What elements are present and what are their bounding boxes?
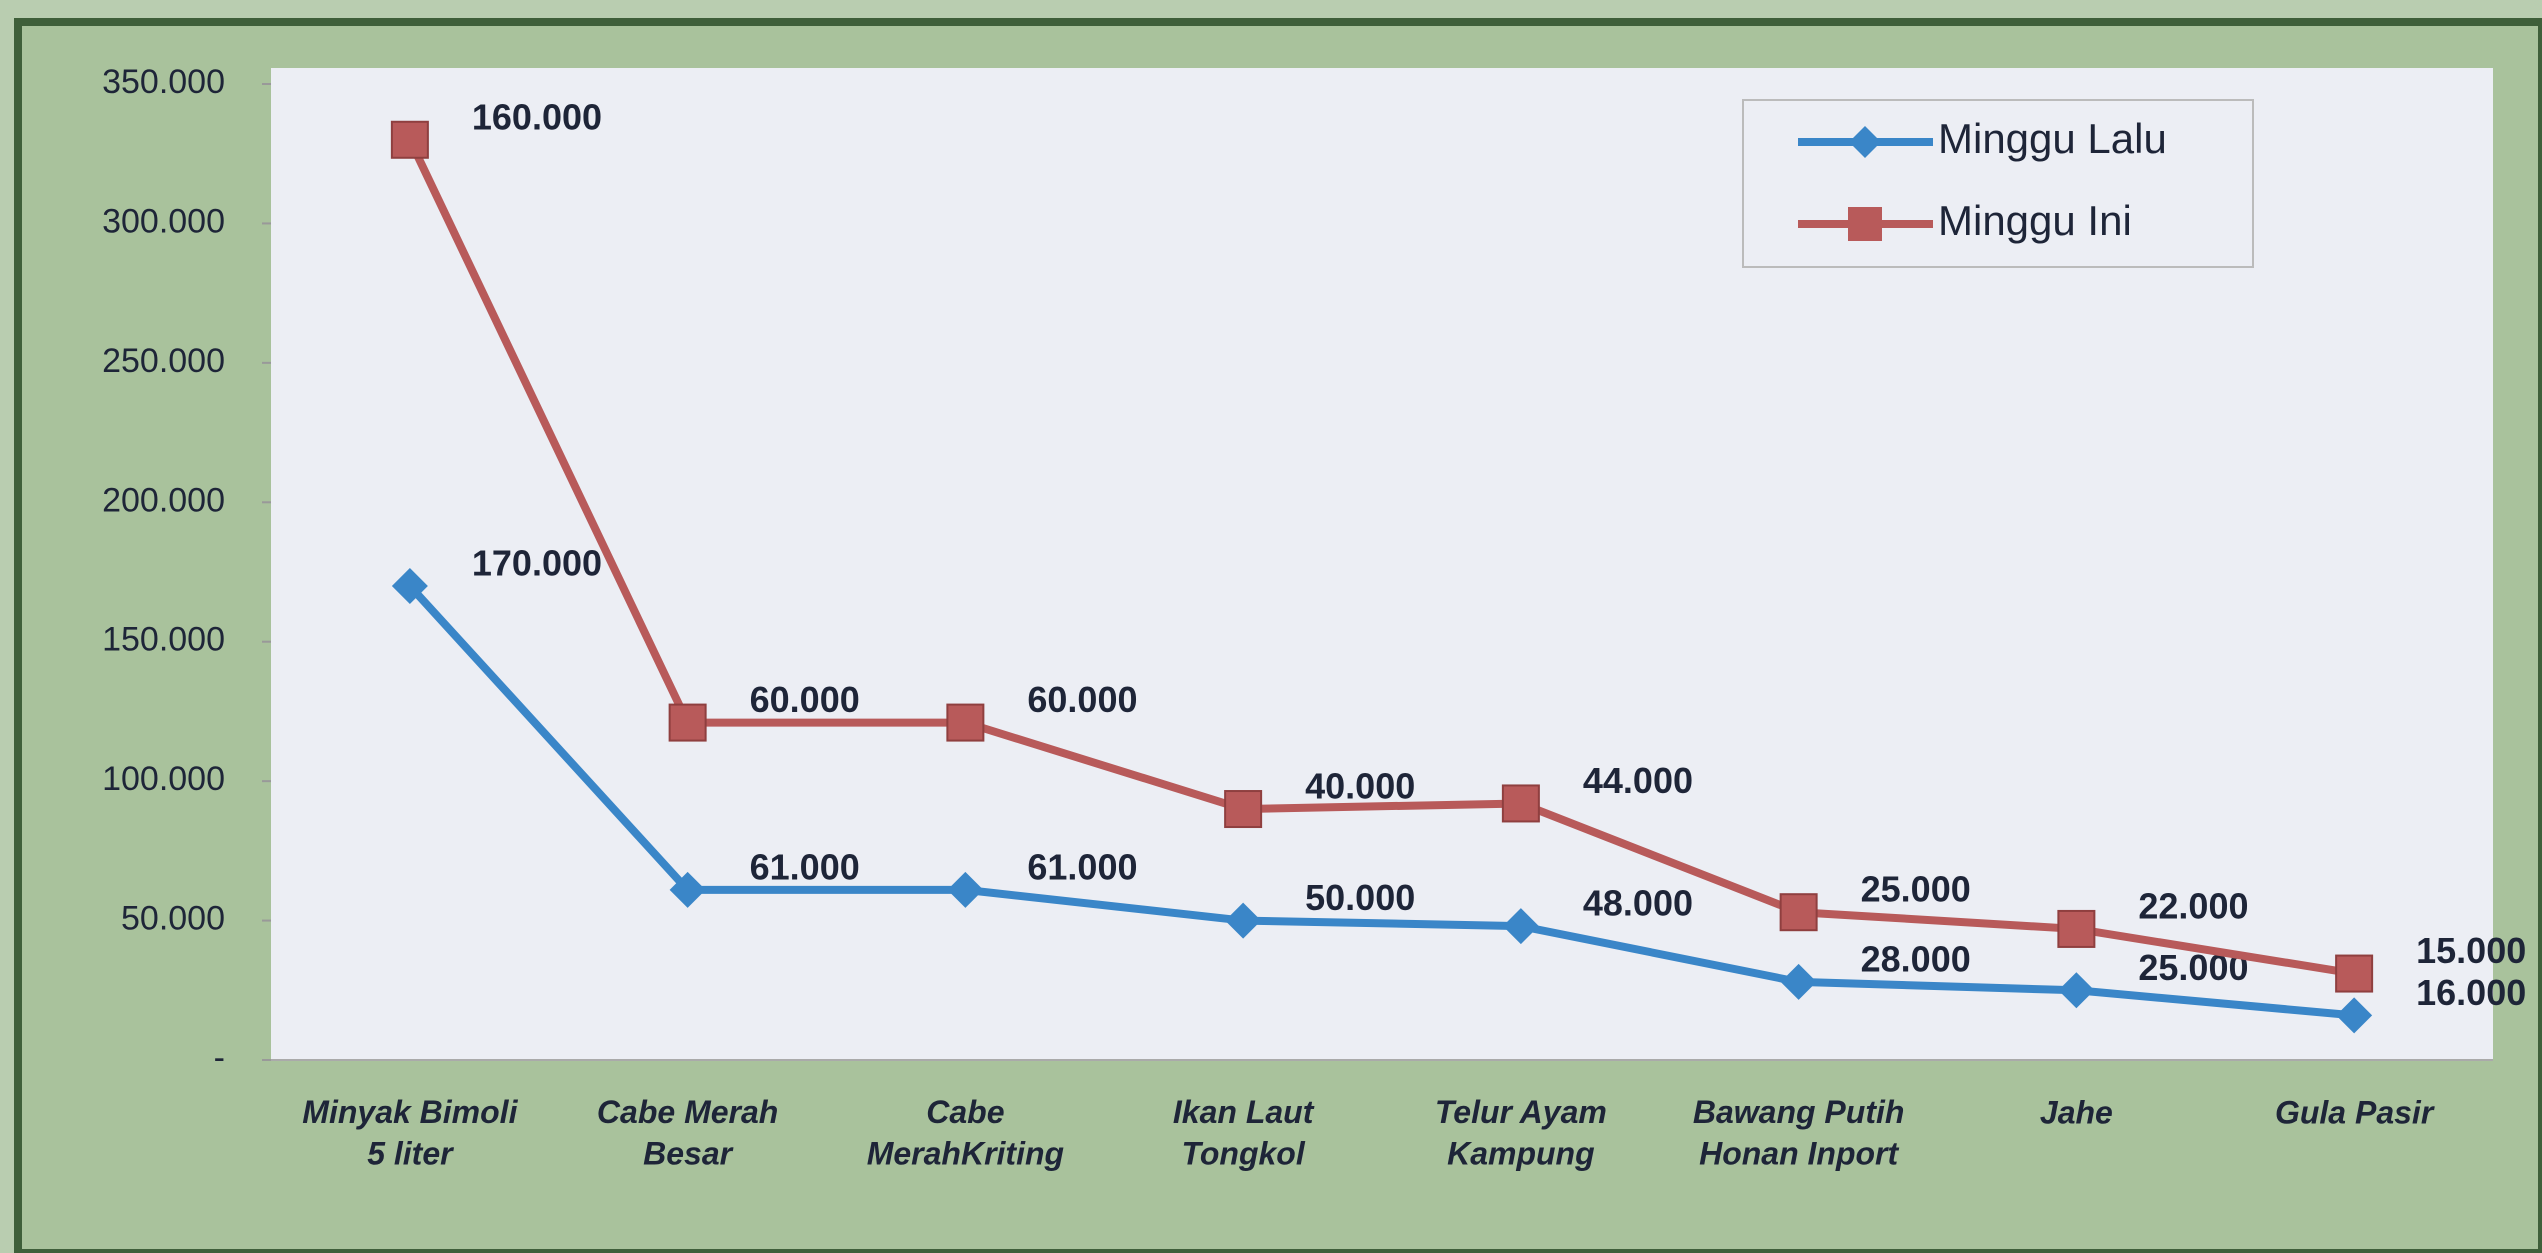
x-tick-label: Telur Ayam Kampung	[1435, 1094, 1607, 1172]
marker	[390, 120, 429, 159]
marker	[1779, 893, 1818, 932]
marker	[1224, 790, 1263, 829]
data-label: 22.000	[2138, 885, 2248, 926]
y-tick-label: 100.000	[102, 760, 225, 798]
series-line	[406, 138, 2355, 978]
y-tick-label: -	[214, 1039, 225, 1077]
x-tick-label: Gula Pasir	[2275, 1094, 2435, 1130]
y-tick-label: 50.000	[121, 900, 225, 938]
series-line	[406, 583, 2355, 1020]
legend-box	[1742, 99, 2254, 268]
marker	[947, 871, 984, 908]
x-tick-label: Minyak Bimoli 5 liter	[302, 1094, 518, 1172]
marker	[1502, 908, 1539, 945]
x-tick-label: Jahe	[2040, 1094, 2113, 1130]
marker	[1501, 784, 1540, 823]
data-label: 61.000	[1027, 846, 1137, 887]
marker	[1225, 902, 1262, 939]
data-label: 15.000	[2416, 930, 2526, 971]
data-label: 170.000	[472, 542, 602, 583]
x-tick-label: Cabe Merah Besar	[597, 1094, 778, 1172]
data-label: 60.000	[1027, 679, 1137, 720]
marker	[946, 703, 985, 742]
marker	[668, 703, 707, 742]
legend-label: Minggu Lalu	[1938, 115, 2167, 162]
legend-marker	[1848, 207, 1882, 241]
data-label: 25.000	[1861, 869, 1971, 910]
x-tick-label: Cabe MerahKriting	[867, 1094, 1064, 1172]
y-tick-label: 350.000	[102, 63, 225, 101]
marker	[2058, 972, 2095, 1009]
marker	[2336, 997, 2373, 1034]
y-tick-label: 200.000	[102, 481, 225, 519]
marker	[1780, 963, 1817, 1000]
data-label: 61.000	[750, 846, 860, 887]
data-label: 28.000	[1861, 938, 1971, 979]
marker	[391, 567, 428, 604]
y-tick-label: 300.000	[102, 202, 225, 240]
legend-label: Minggu Ini	[1938, 197, 2132, 244]
data-label: 48.000	[1583, 883, 1693, 924]
y-tick-label: 250.000	[102, 342, 225, 380]
x-tick-label: Bawang Putih Honan Inport	[1693, 1094, 1905, 1172]
y-tick-label: 150.000	[102, 621, 225, 659]
data-label: 16.000	[2416, 972, 2526, 1013]
data-label: 160.000	[472, 96, 602, 137]
x-tick-label: Ikan Laut Tongkol	[1173, 1094, 1315, 1172]
marker	[669, 871, 706, 908]
data-label: 50.000	[1305, 877, 1415, 918]
marker	[2335, 954, 2374, 993]
data-label: 40.000	[1305, 766, 1415, 807]
legend-marker	[1849, 126, 1881, 158]
data-label: 44.000	[1583, 760, 1693, 801]
data-label: 60.000	[750, 679, 860, 720]
marker	[2057, 909, 2096, 948]
